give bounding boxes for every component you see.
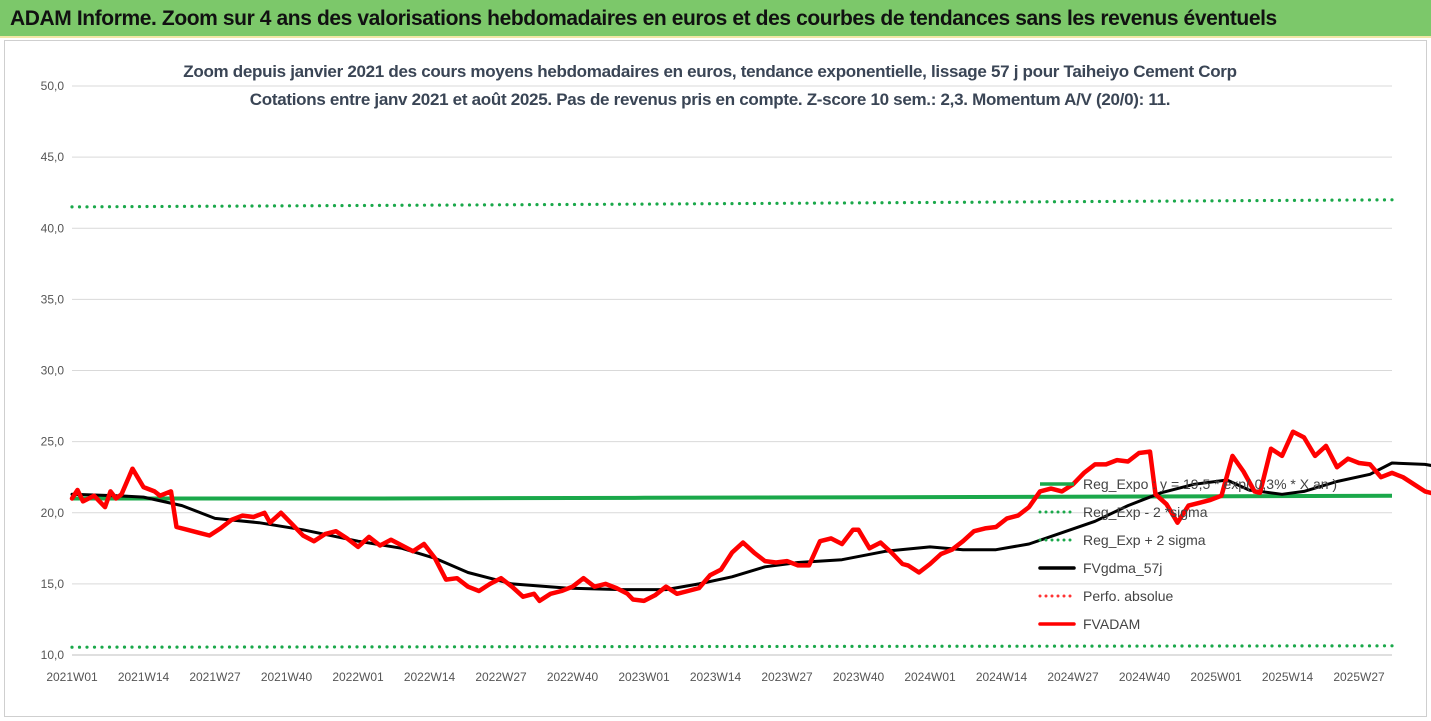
- x-tick-label: 2024W01: [904, 670, 956, 684]
- x-tick-label: 2025W27: [1333, 670, 1385, 684]
- y-tick-label: 40,0: [41, 221, 65, 235]
- legend-label: FVgdma_57j: [1083, 560, 1162, 576]
- y-tick-label: 35,0: [41, 292, 65, 306]
- x-tick-label: 2022W01: [332, 670, 384, 684]
- x-tick-label: 2024W14: [976, 670, 1028, 684]
- x-tick-label: 2021W40: [261, 670, 313, 684]
- x-tick-label: 2022W27: [475, 670, 527, 684]
- x-tick-label: 2021W14: [118, 670, 170, 684]
- chart-subtitle: Cotations entre janv 2021 et août 2025. …: [249, 90, 1171, 109]
- legend-layer: Reg_Expo : y = 19,5 * exp( 0,3% * X an )…: [1038, 476, 1337, 632]
- series-line-reg-exp-2-sigma: [70, 198, 1394, 209]
- x-tick-label: 2021W01: [46, 670, 98, 684]
- legend-label: Reg_Exp + 2 sigma: [1083, 532, 1206, 548]
- y-tick-label: 50,0: [41, 79, 65, 93]
- y-tick-label: 20,0: [41, 506, 65, 520]
- x-tick-label: 2023W27: [761, 670, 813, 684]
- y-tick-label: 10,0: [41, 648, 65, 662]
- x-tick-label: 2023W40: [833, 670, 885, 684]
- legend-label: Reg_Expo : y = 19,5 * exp( 0,3% * X an ): [1083, 476, 1337, 492]
- chart-title: Zoom depuis janvier 2021 des cours moyen…: [183, 62, 1237, 81]
- report-banner: ADAM Informe. Zoom sur 4 ans des valoris…: [0, 0, 1431, 38]
- report-title: ADAM Informe. Zoom sur 4 ans des valoris…: [10, 7, 1277, 30]
- y-tick-label: 30,0: [41, 364, 65, 378]
- series-layer: [69, 198, 1431, 649]
- series-line-reg-exp-2-sigma: [70, 644, 1394, 649]
- x-tick-label: 2024W27: [1047, 670, 1099, 684]
- x-tick-label: 2022W40: [547, 670, 599, 684]
- x-tick-label: 2025W01: [1190, 670, 1242, 684]
- x-tick-label: 2021W27: [189, 670, 241, 684]
- series-line-fvadam: [69, 429, 1431, 604]
- axis-layer: 10,0 15,0 20,0 25,0 30,0 35,0 40,0 45,0 50,0 2021…: [41, 79, 1392, 684]
- x-tick-label: 2025W14: [1262, 670, 1314, 684]
- grid-layer: [72, 85, 1392, 656]
- legend-label: Reg_Exp - 2 *sigma: [1083, 504, 1208, 520]
- x-tick-label: 2022W14: [404, 670, 456, 684]
- y-tick-label: 15,0: [41, 577, 65, 591]
- y-tick-label: 45,0: [41, 150, 65, 164]
- legend-label: FVADAM: [1083, 616, 1140, 632]
- legend-label: Perfo. absolue: [1083, 588, 1173, 604]
- x-tick-label: 2023W01: [618, 670, 670, 684]
- y-tick-label: 25,0: [41, 435, 65, 449]
- x-tick-label: 2023W14: [690, 670, 742, 684]
- chart-frame: [4, 40, 1427, 717]
- x-tick-label: 2024W40: [1119, 670, 1171, 684]
- series-line-reg-expo-y-19-5-exp-0-3-x-an: [72, 493, 1393, 501]
